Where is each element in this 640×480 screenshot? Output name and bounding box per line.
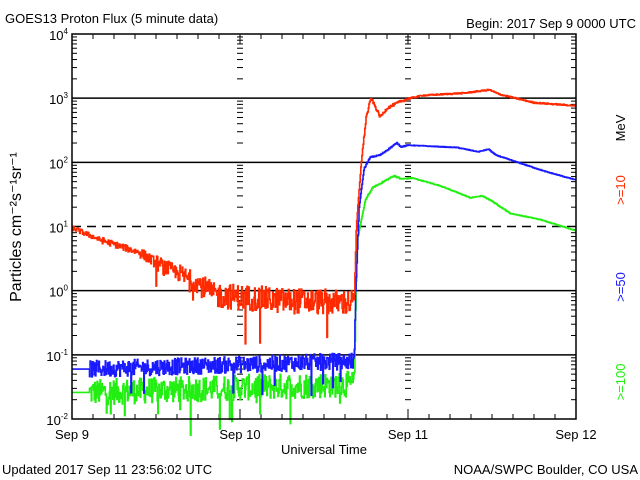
plot-frame (71, 33, 577, 420)
x-tick-labels: Sep 9 Sep 10 Sep 11 Sep 12 (55, 427, 597, 442)
y-tick-label: 10-2 (46, 412, 68, 428)
y-tick-label: 10-1 (46, 348, 68, 364)
legend-ge50: >=50 (613, 272, 628, 302)
x-axis-label: Universal Time (281, 442, 367, 457)
legend-ge100: >=100 (613, 364, 628, 401)
y-tick-label: 104 (49, 27, 68, 43)
y-tick-label: 102 (49, 155, 68, 171)
x-tick-label: Sep 12 (555, 427, 596, 442)
series-line-ge50 (72, 141, 577, 397)
unit-label-mev: MeV (613, 114, 628, 141)
y-tick-label: 101 (49, 220, 68, 236)
y-tick-label: 100 (49, 284, 68, 300)
x-tick-label: Sep 9 (55, 427, 89, 442)
updated-timestamp: Updated 2017 Sep 11 23:56:02 UTC (2, 462, 212, 477)
credit: NOAA/SWPC Boulder, CO USA (454, 462, 639, 477)
x-tick-label: Sep 11 (388, 427, 428, 442)
y-tick-labels: 104 103 102 101 100 10-1 10-2 (46, 27, 68, 428)
chart-title: GOES13 Proton Flux (5 minute data) (5, 11, 218, 26)
series-group (71, 88, 577, 436)
x-tick-label: Sep 10 (219, 427, 260, 442)
y-axis-label: Particles cm⁻²s⁻¹sr⁻¹ (8, 152, 25, 302)
series-line-ge100 (72, 174, 577, 436)
legend-ge10: >=10 (613, 175, 628, 205)
y-tick-label: 103 (49, 91, 68, 107)
begin-time: Begin: 2017 Sep 9 0000 UTC (466, 16, 636, 31)
gridlines (72, 97, 576, 356)
series-line-ge10 (71, 88, 577, 345)
